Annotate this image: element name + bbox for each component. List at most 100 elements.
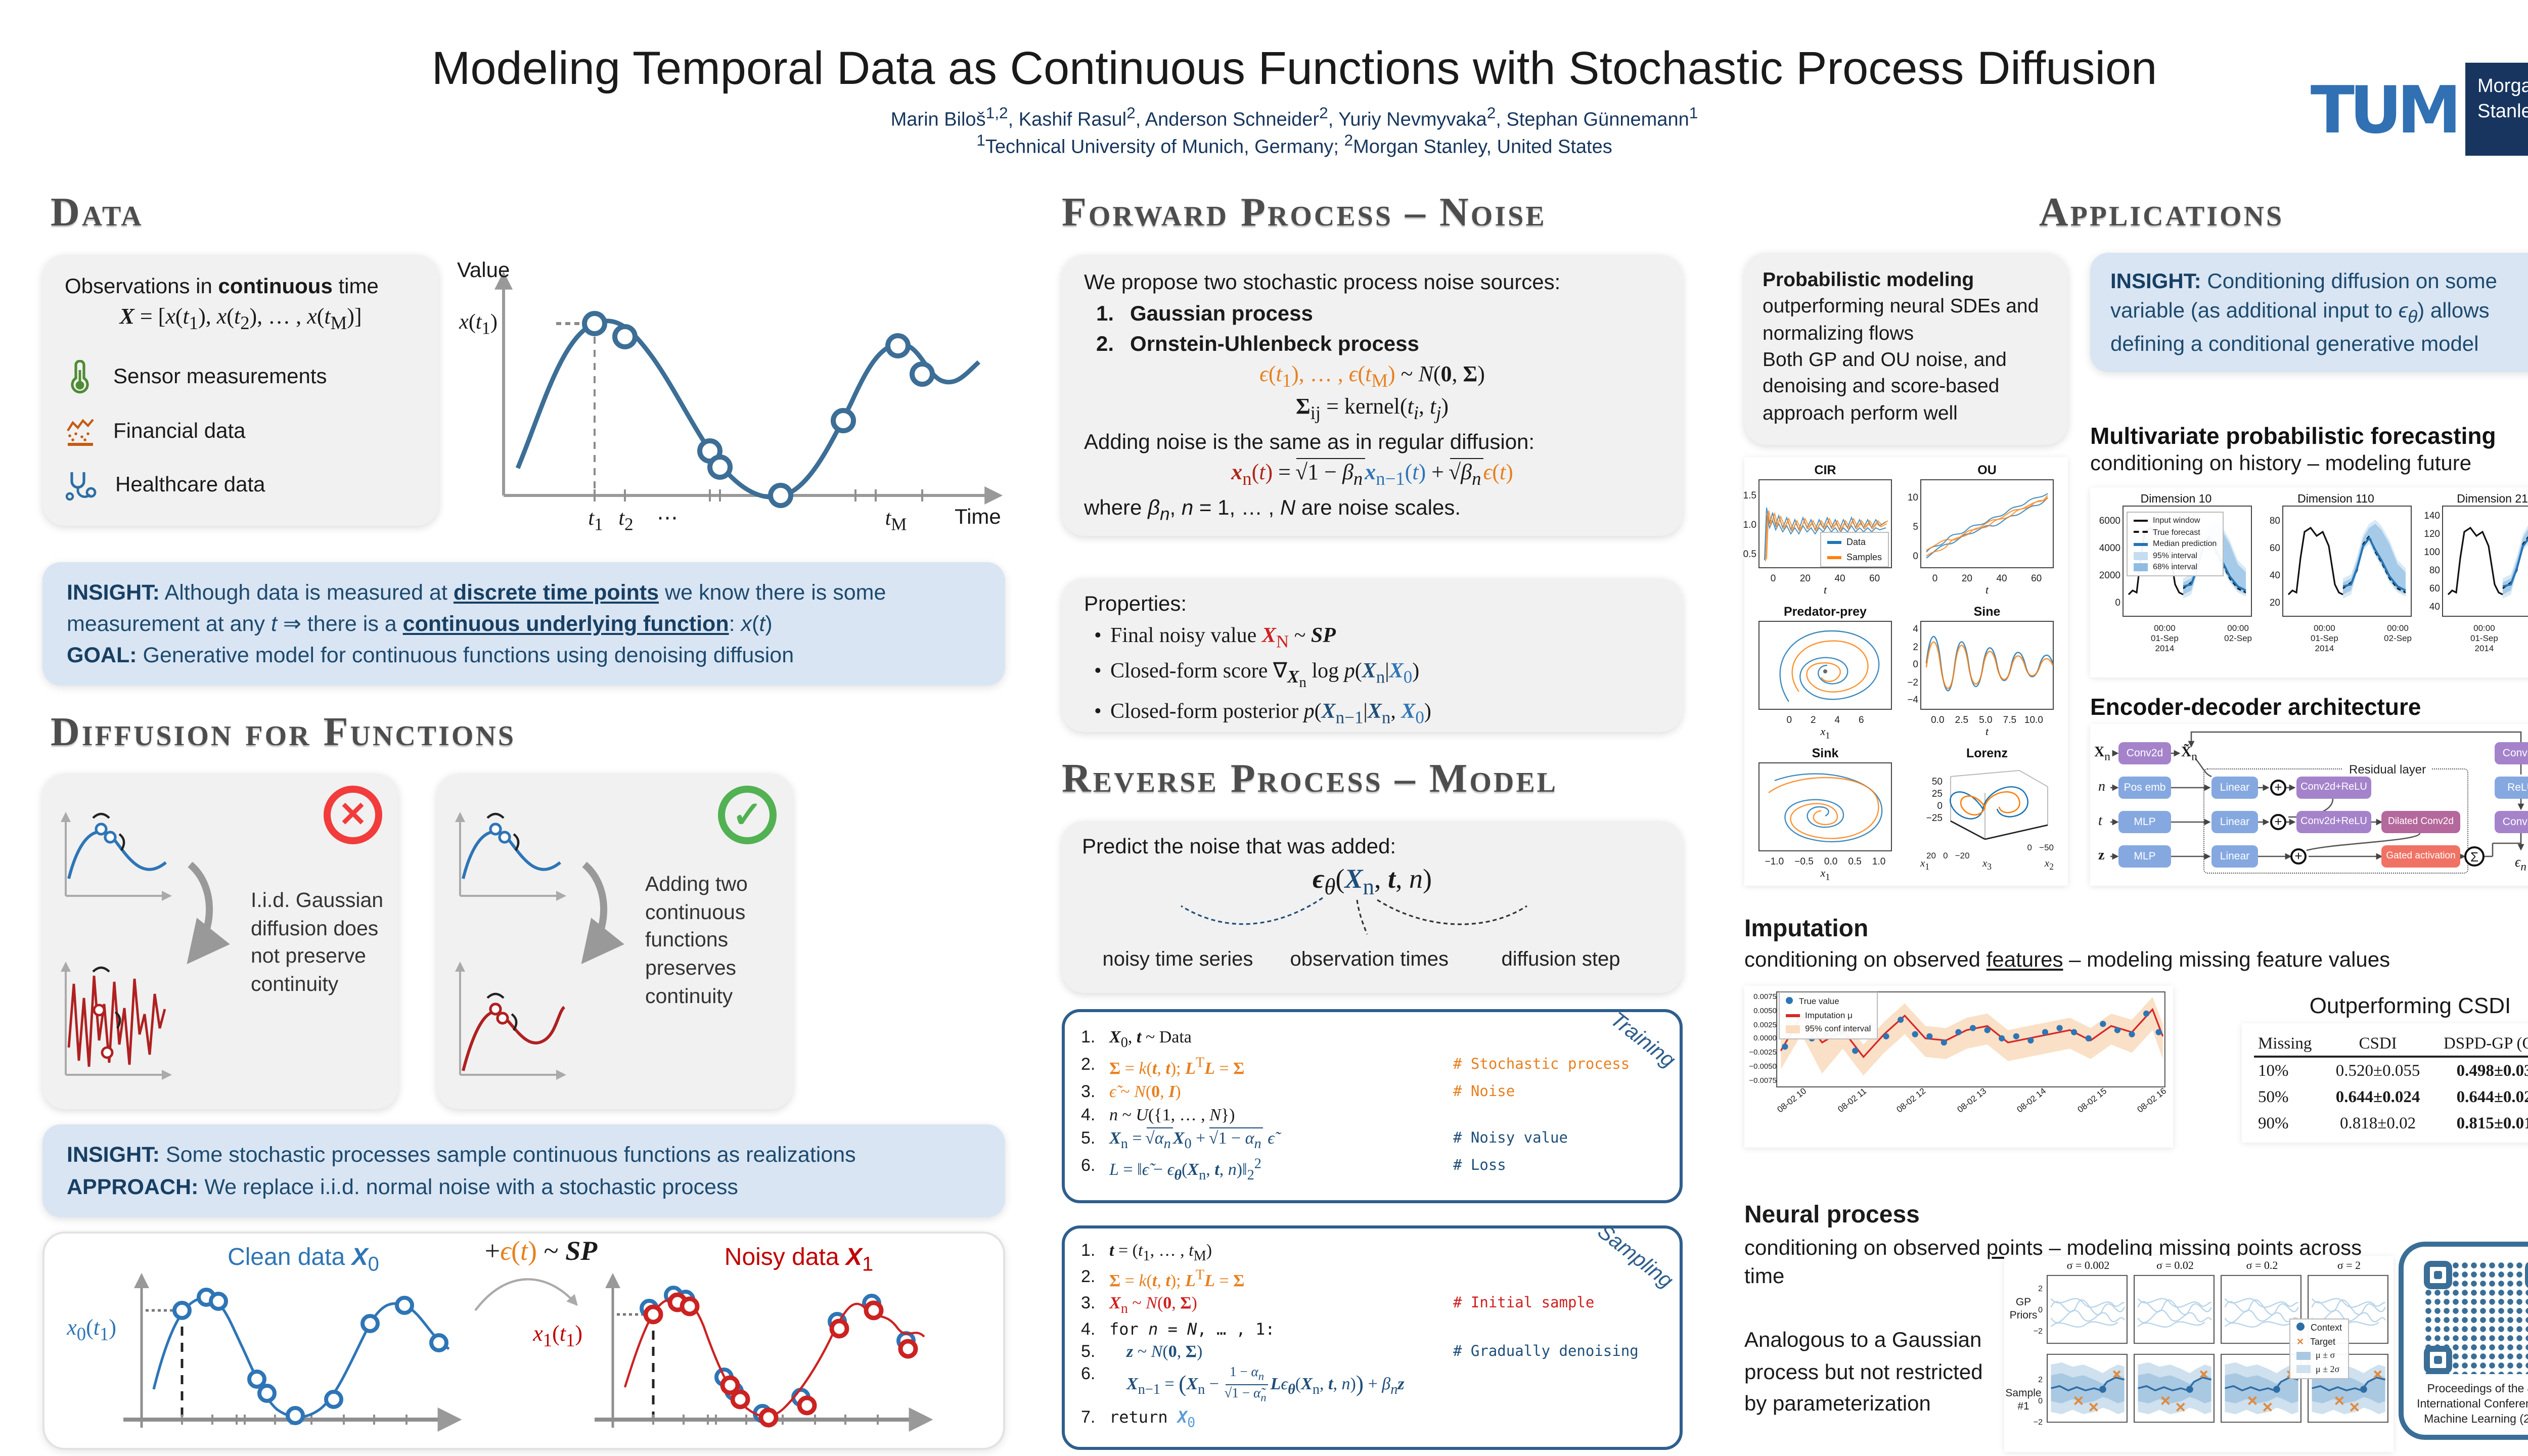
data-item-label: Sensor measurements	[113, 365, 327, 389]
table-row: 10% 0.520±0.055 0.498±0.036	[2254, 1057, 2528, 1084]
np-sample-plot	[2047, 1353, 2128, 1424]
legend-item: Target	[2310, 1336, 2336, 1346]
diffusion-step-label: diffusion step	[1501, 948, 1620, 971]
reverse-model-card: Predict the noise that was added: ϵθ(Xn,…	[1062, 821, 1683, 993]
sampling-line: z ~ N(0, Σ)	[1126, 1342, 1203, 1361]
section-heading-data: Data	[51, 189, 144, 235]
sampling-line: t = (t1, … , tM)	[1109, 1241, 1212, 1264]
lorenz-plot-cell: Lorenz 50 25 0 −25 20 0 −20 0 −50 x1	[1906, 742, 2068, 882]
imputation-yticks: 0.0075 0.0050 0.0025 0.0000 −0.0025 −0.0…	[1749, 992, 1777, 1085]
legend-item: 95% conf interval	[1805, 1023, 1871, 1034]
section-heading-forward: Forward Process – Noise	[1062, 189, 1547, 235]
line-number: 1.	[1081, 1027, 1096, 1046]
noise-arrow	[474, 1278, 578, 1311]
iid-caption: I.i.d. Gaussian diffusion does not prese…	[251, 889, 384, 996]
legend-item: Imputation μ	[1805, 1010, 1853, 1020]
predict-text: Predict the noise that was added:	[1082, 835, 1396, 858]
poster-authors: Marin Biloš1,2, Kashif Rasul2, Anderson …	[890, 105, 1698, 131]
legend-item: Context	[2310, 1323, 2342, 1333]
poster-title: Modeling Temporal Data as Continuous Fun…	[431, 41, 2157, 94]
table-row: 50% 0.644±0.024 0.644±0.029	[2254, 1084, 2528, 1110]
sample-row-label: Sample #1	[2005, 1387, 2042, 1413]
diffusion-insight-box: INSIGHT: Some stochastic processes sampl…	[42, 1124, 1005, 1217]
continuous-function-plot	[494, 271, 1003, 508]
prob-modeling-body2: Both GP and OU noise, and denoising and …	[1763, 348, 2007, 425]
gp-priors-row-label: GP Priors	[2009, 1296, 2038, 1322]
imputation-xticks: 08-02 10 08-02 11 08-02 12 08-02 13 08-0…	[1775, 1085, 2169, 1114]
line-number: 3.	[1081, 1293, 1096, 1313]
sink-xlabel: x1	[1820, 868, 1830, 882]
line-number: 5.	[1081, 1342, 1096, 1361]
encoder-input-n: n	[2098, 780, 2105, 795]
noise-scales-text: where βn, n = 1, … , N are noise scales.	[1084, 496, 1461, 524]
decoder-conv2d2-block: Conv2d	[2495, 811, 2528, 833]
forecast-xtick: 00:00 02-Sep	[2224, 623, 2252, 644]
continuous-diffusion-card: Adding two continuous functions preserve…	[437, 774, 793, 1109]
encoder-xtilde-label: X̃n	[2181, 745, 2197, 763]
sigma-title: σ = 0.02	[2156, 1260, 2194, 1272]
approach-text: APPROACH: We replace i.i.d. normal noise…	[67, 1175, 738, 1200]
plot-xtick-tm: tM	[885, 506, 907, 534]
cross-icon: ✕	[324, 786, 382, 844]
noisy-data-label: Noisy data X1	[724, 1244, 874, 1276]
cir-title: CIR	[1814, 463, 1836, 477]
encoder-dilated-block: Dilated Conv2d	[2381, 811, 2460, 833]
sink-xticks: −1.0 −0.5 0.0 0.5 1.0	[1765, 856, 1886, 868]
series-formula: X = [x(t1), x(t2), … , x(tM)]	[119, 303, 362, 333]
tum-logo: TUM	[2310, 74, 2462, 149]
csdi-table-title: Outperforming CSDI	[2309, 993, 2511, 1018]
forecast-dim110-plot	[2282, 506, 2412, 617]
col-header: DSPD-GP (Our)	[2443, 1033, 2528, 1053]
cir-xticks: 0 20 40 60	[1770, 573, 1880, 584]
line-number: 5.	[1081, 1128, 1096, 1148]
section-heading-applications: Applications	[2039, 189, 2284, 235]
plot-xtick-t2: t2	[618, 506, 634, 534]
plot-point-label: x(t1)	[459, 309, 498, 338]
training-line: X0, t ~ Data	[1109, 1027, 1192, 1051]
iid-diffusion-sketch	[61, 812, 230, 1080]
lorenz-zticks: 50 25 0 −25	[1926, 777, 1943, 824]
code-comment: # Gradually denoising	[1453, 1344, 1639, 1360]
legend-item: True value	[1799, 996, 1839, 1006]
neural-process-panel: σ = 0.002 σ = 0.02 σ = 0.2 σ = 2 GP Prio…	[2004, 1256, 2394, 1452]
epsilon-n-output-label: ϵn	[2515, 855, 2526, 874]
decoder-conv2d1-block: Conv2d	[2495, 742, 2528, 764]
generated-samples-panel: CIR 1.5 1.0 0.5 Data Samples	[1743, 457, 2068, 886]
ou-plot-cell: OU 10 5 0 0 20 40 60	[1906, 459, 2068, 599]
training-line: Σ = k(t, t); LTL = Σ	[1109, 1055, 1245, 1078]
legend-samples-label: Samples	[1846, 552, 1882, 562]
forecast-dim10-yticks: 6000 4000 2000 0	[2099, 516, 2120, 609]
encoder-input-t: t	[2098, 814, 2102, 829]
x1-t1-label: x1(t1)	[533, 1321, 582, 1350]
np-yticks-bottom: 2 0 −2	[2033, 1375, 2043, 1427]
insight-text: INSIGHT: Conditioning diffusion on some …	[2110, 270, 2497, 356]
noisy-data-plot	[595, 1273, 933, 1432]
goal-text: GOAL: Generative model for continuous fu…	[67, 643, 794, 668]
lorenz-x2ticks: 0 −50	[2027, 842, 2054, 852]
legend-item: Input window	[2153, 516, 2200, 525]
sine-xlabel: t	[1985, 726, 1989, 738]
residual-layer-outline	[2203, 768, 2468, 874]
data-item-label: Healthcare data	[115, 473, 265, 497]
legend-item: True forecast	[2153, 527, 2200, 537]
sink-plot	[1758, 762, 1892, 851]
epsilon-theta-formula: ϵθ(Xn, t, n)	[1313, 863, 1432, 899]
prob-modeling-title: Probabilistic modeling	[1763, 269, 1974, 291]
forecasting-title: Multivariate probabilistic forecasting	[2090, 423, 2496, 449]
legend-item: 68% interval	[2153, 562, 2198, 572]
plot-ylabel: Value	[457, 259, 510, 282]
forecast-xtick: 00:00 02-Sep	[2384, 623, 2412, 644]
forecast-panel: Dimension 10 6000 4000 2000 0 Input wind…	[2090, 487, 2528, 677]
sampling-line: for n = N, … , 1:	[1109, 1320, 1275, 1339]
thermometer-icon	[71, 360, 89, 394]
legend-item: 95% interval	[2153, 551, 2198, 560]
lorenz-x1label: x1	[1920, 858, 1930, 872]
conditioning-insight-box: INSIGHT: Conditioning diffusion on some …	[2090, 253, 2528, 372]
section-heading-reverse: Reverse Process – Model	[1062, 755, 1558, 801]
lorenz-x1ticks: 20 0 −20	[1926, 850, 1970, 860]
code-comment	[1453, 1407, 1665, 1409]
plot-xtick-dots: ⋯	[657, 506, 678, 530]
annotation-connectors	[1181, 897, 1527, 935]
ou-xlabel: t	[1985, 584, 1989, 597]
np-prior-plot	[2134, 1274, 2215, 1345]
